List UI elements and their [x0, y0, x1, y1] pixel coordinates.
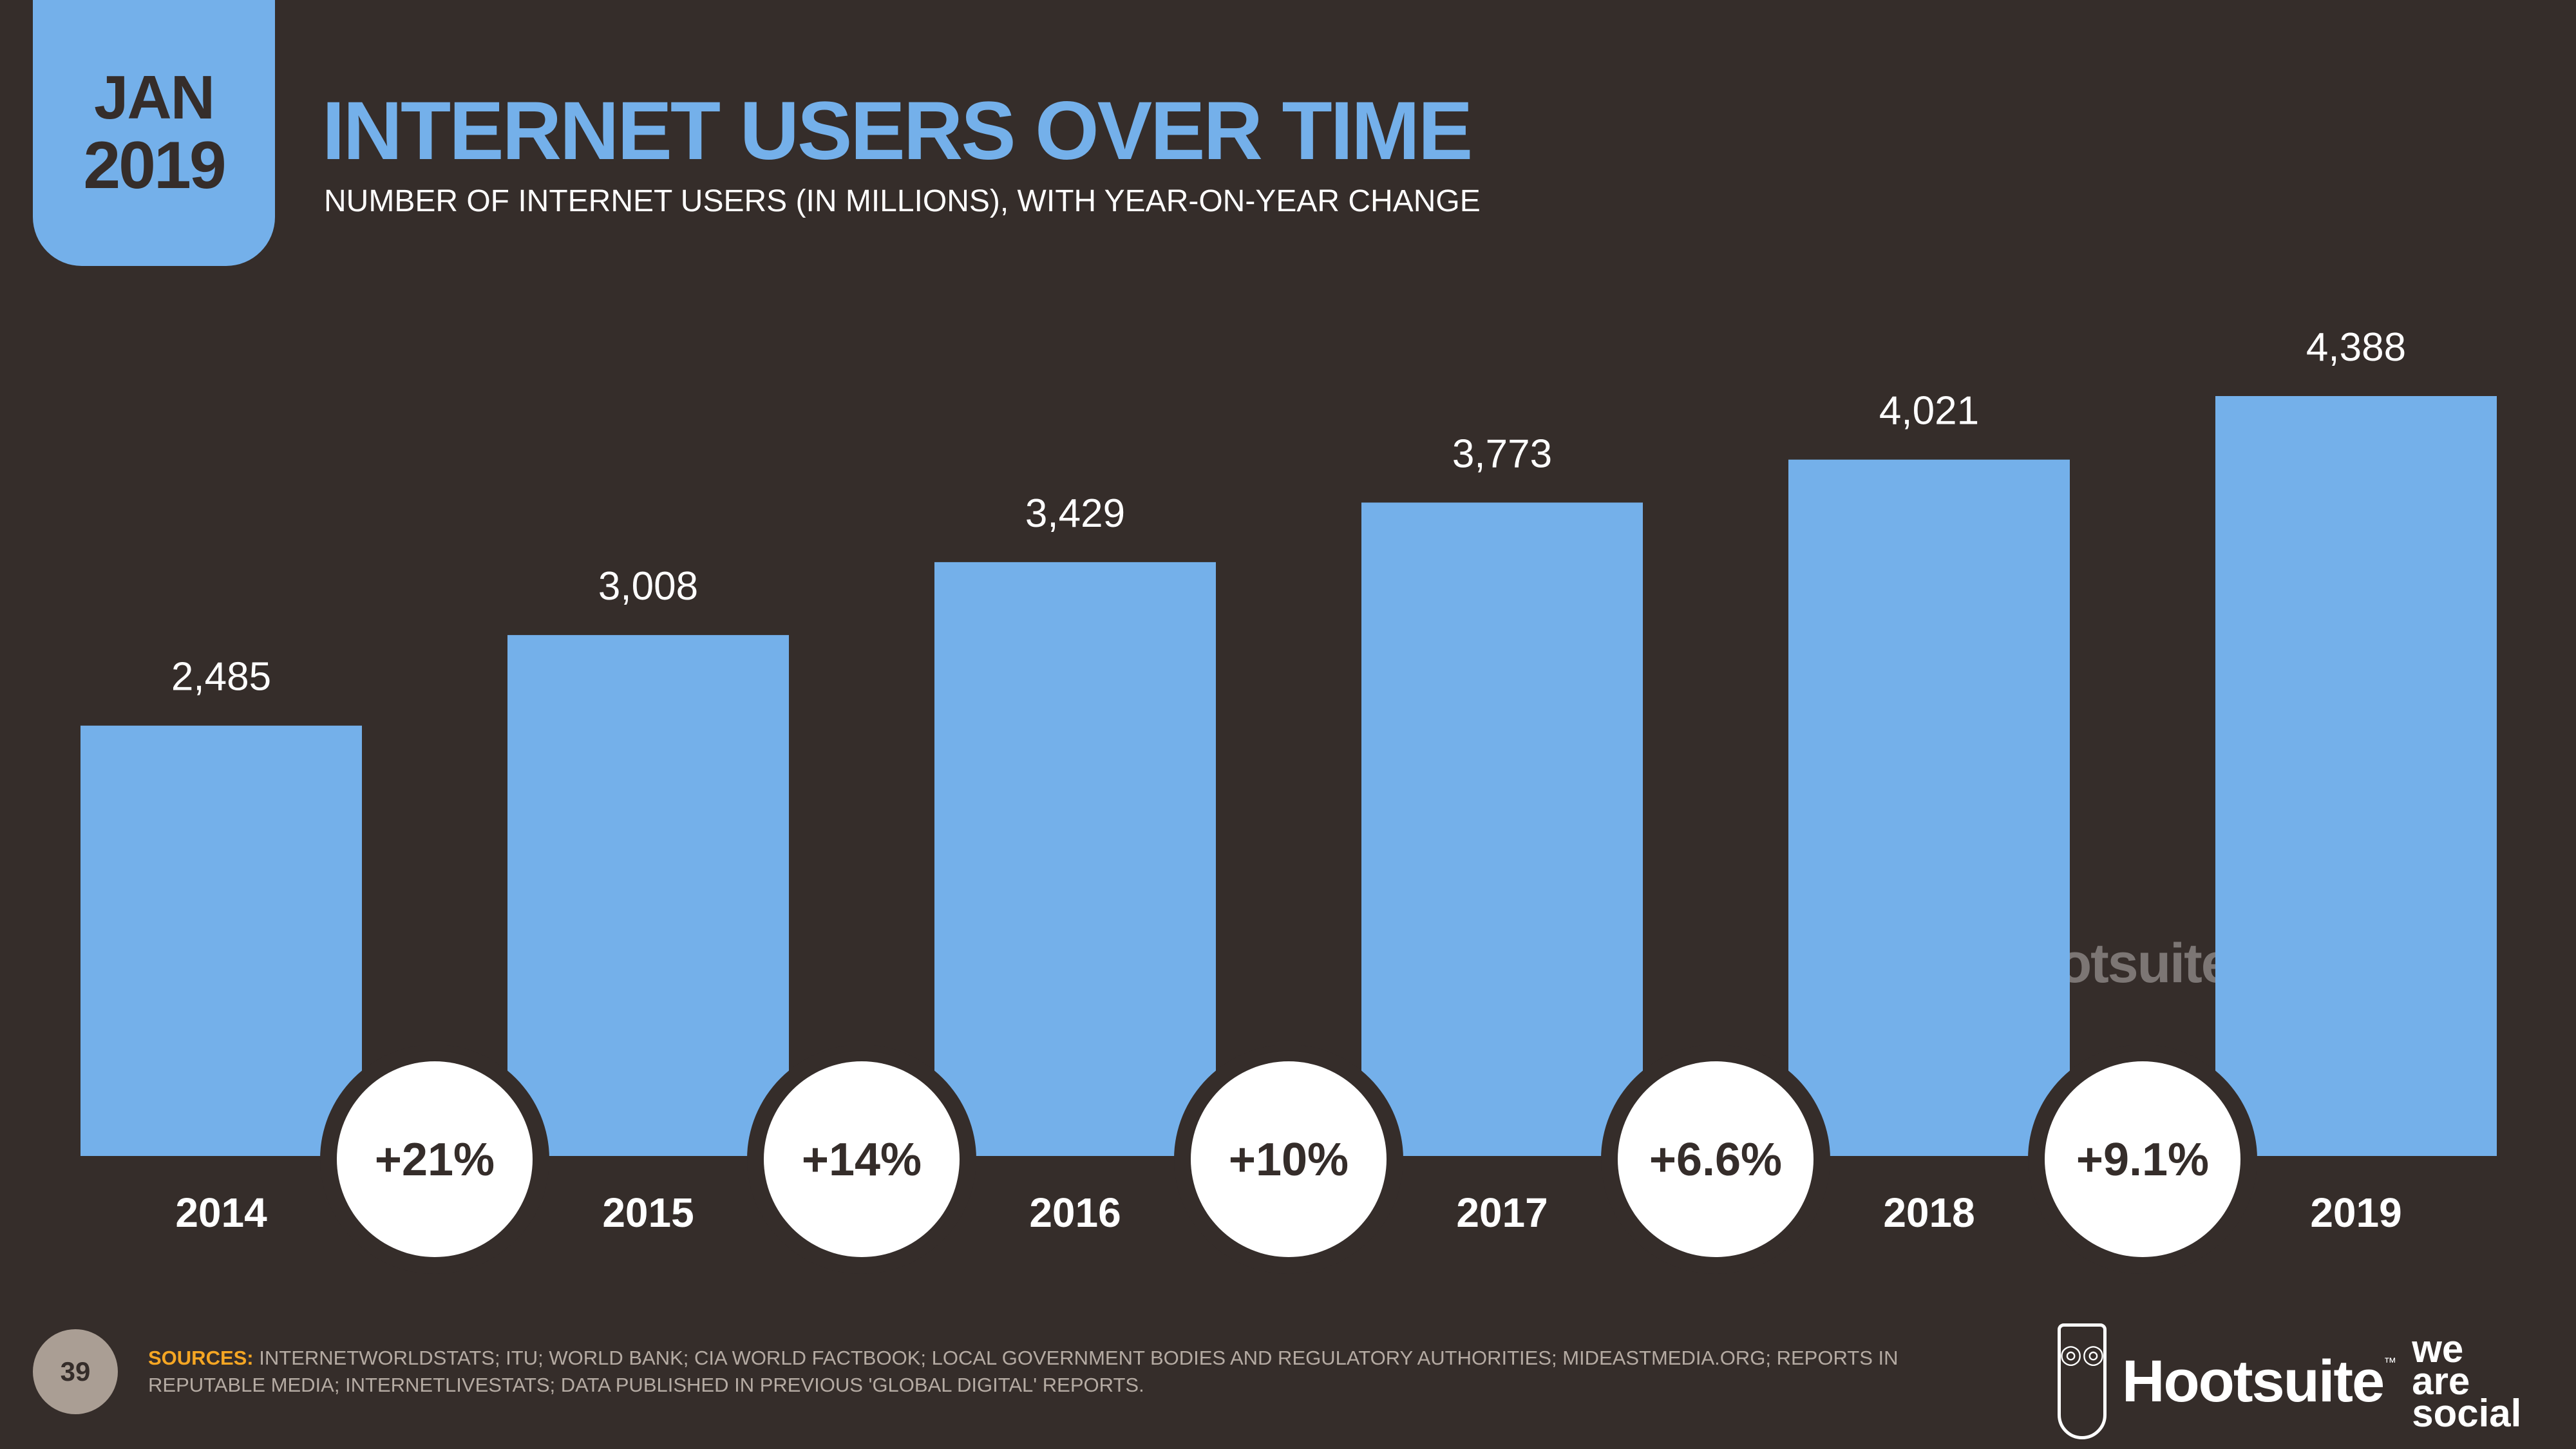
brand-logo: ◎◎ Hootsuite ™ we are social: [2058, 1323, 2521, 1439]
year-label: 2014: [175, 1189, 267, 1236]
year-label: 2017: [1456, 1189, 1548, 1236]
value-label: 3,773: [1452, 431, 1552, 476]
bar-2016: [934, 562, 1216, 1156]
sources-text: INTERNETWORLDSTATS; ITU; WORLD BANK; CIA…: [148, 1347, 1899, 1396]
year-label: 2019: [2310, 1189, 2401, 1236]
bar-2019: [2215, 396, 2497, 1156]
change-label: +9.1%: [2076, 1134, 2209, 1186]
year-label: 2015: [602, 1189, 694, 1236]
value-label: 4,021: [1879, 389, 1979, 433]
hootsuite-owl-icon: ◎◎: [2058, 1323, 2107, 1439]
we-are-social-wordmark: we are social: [2412, 1327, 2522, 1435]
sources-label: SOURCES:: [148, 1347, 254, 1369]
trademark: ™: [2383, 1356, 2397, 1370]
change-label: +10%: [1229, 1134, 1349, 1186]
hootsuite-wordmark: Hootsuite: [2122, 1348, 2385, 1414]
change-label: +21%: [375, 1134, 495, 1186]
bar-2014: [80, 725, 362, 1156]
value-label: 4,388: [2306, 325, 2406, 370]
change-circle: [1191, 1061, 1387, 1257]
sources-note: SOURCES: INTERNETWORLDSTATS; ITU; WORLD …: [148, 1345, 1984, 1399]
date-badge: JAN 2019: [33, 0, 275, 266]
value-label: 3,429: [1025, 491, 1125, 536]
bar-2017: [1361, 502, 1643, 1156]
value-label: 3,008: [598, 564, 698, 609]
change-circle: [1618, 1061, 1814, 1257]
change-label: +14%: [802, 1134, 922, 1186]
change-label: +6.6%: [1649, 1134, 1782, 1186]
year-label: 2016: [1029, 1189, 1121, 1236]
date-year: 2019: [83, 128, 226, 203]
page-subtitle: NUMBER OF INTERNET USERS (IN MILLIONS), …: [324, 184, 1481, 218]
change-circle: [764, 1061, 960, 1257]
change-circle: [2045, 1061, 2240, 1257]
change-circle: [337, 1061, 533, 1257]
year-label: 2018: [1883, 1189, 1975, 1236]
bar-2018: [1788, 459, 2070, 1156]
value-label: 2,485: [171, 655, 271, 699]
date-month: JAN: [93, 62, 215, 132]
bar-2015: [507, 635, 789, 1156]
page-number: 39: [33, 1329, 118, 1414]
page-title: INTERNET USERS OVER TIME: [322, 85, 1473, 177]
